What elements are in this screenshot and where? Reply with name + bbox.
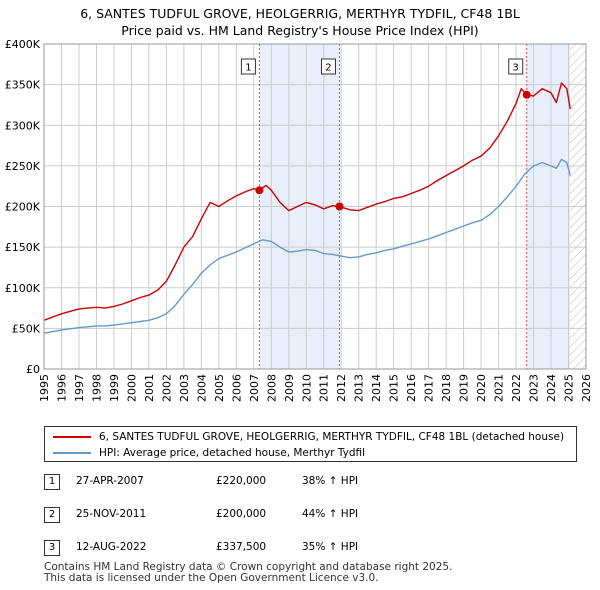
- x-tick-label: 2025: [563, 374, 576, 402]
- sale-price: £220,000: [216, 475, 267, 487]
- legend-item-property: 6, SANTES TUDFUL GROVE, HEOLGERRIG, MERT…: [53, 429, 564, 445]
- sale-marker-number: 3: [513, 63, 519, 74]
- x-tick-label: 2026: [580, 374, 593, 402]
- sale-row: 3 12-AUG-2022 £337,500 35% ↑ HPI: [44, 540, 544, 560]
- plot-frame: [43, 43, 587, 370]
- x-tick-label: 2013: [353, 374, 366, 402]
- license-line: This data is licensed under the Open Gov…: [44, 572, 379, 584]
- sale-marker-box: [240, 58, 256, 75]
- sale-date: 12-AUG-2022: [76, 541, 147, 553]
- sale-point: [335, 202, 344, 211]
- sale-point: [255, 186, 264, 195]
- sale-hpi-change: 44% ↑ HPI: [302, 508, 359, 520]
- sale-price: £200,000: [216, 508, 267, 520]
- x-tick-label: 1995: [38, 374, 51, 402]
- sale-row: 1 27-APR-2007 £220,000 38% ↑ HPI: [44, 474, 544, 494]
- x-tick-label: 2002: [160, 374, 173, 402]
- sale-date: 25-NOV-2011: [76, 508, 147, 520]
- x-tick-label: 2011: [318, 374, 331, 402]
- x-tick-label: 2014: [370, 374, 383, 402]
- x-tick-label: 2022: [510, 374, 523, 402]
- footer: Contains HM Land Registry data © Crown c…: [44, 562, 452, 584]
- y-tick-label: £350K: [5, 79, 41, 92]
- x-tick-label: 2018: [440, 374, 453, 402]
- hpi-line: [43, 158, 571, 334]
- sale-number-badge: 3: [44, 540, 60, 556]
- copyright-line: Contains HM Land Registry data © Crown c…: [44, 561, 453, 573]
- x-tick-label: 2006: [230, 374, 243, 402]
- sale-date: 27-APR-2007: [76, 475, 144, 487]
- x-tick-label: 2003: [178, 374, 191, 402]
- x-tick-label: 2023: [528, 374, 541, 402]
- y-tick-label: £400K: [5, 38, 41, 51]
- sale-marker-box: [320, 58, 336, 75]
- legend-item-hpi: HPI: Average price, detached house, Mert…: [53, 445, 365, 461]
- x-tick-label: 1998: [90, 374, 103, 402]
- x-tick-label: 2009: [283, 374, 296, 402]
- sale-marker-number: 1: [245, 63, 251, 74]
- sale-number-badge: 1: [44, 474, 60, 490]
- property-price-line: [43, 82, 571, 321]
- y-tick-label: £100K: [5, 282, 41, 295]
- x-tick-label: 2010: [300, 374, 313, 402]
- y-tick-label: £0: [26, 363, 40, 376]
- y-tick-label: £50K: [12, 322, 41, 335]
- x-tick-label: 2016: [405, 374, 418, 402]
- title-line-1: 6, SANTES TUDFUL GROVE, HEOLGERRIG, MERT…: [80, 6, 520, 21]
- x-tick-label: 2001: [143, 374, 156, 402]
- sale-marker-number: 2: [325, 63, 331, 74]
- x-tick-label: 2008: [265, 374, 278, 402]
- x-tick-label: 2015: [388, 374, 401, 402]
- y-tick-label: £300K: [5, 119, 41, 132]
- x-tick-label: 2021: [493, 374, 506, 402]
- x-tick-label: 2005: [213, 374, 226, 402]
- legend-hpi-label: HPI: Average price, detached house, Mert…: [99, 447, 366, 459]
- x-tick-label: 2020: [475, 374, 488, 402]
- y-tick-label: £150K: [5, 241, 41, 254]
- x-tick-label: 1996: [55, 374, 68, 402]
- x-tick-label: 2004: [195, 374, 208, 402]
- x-tick-label: 2024: [545, 374, 558, 402]
- sale-hpi-change: 35% ↑ HPI: [302, 541, 359, 553]
- y-tick-label: £200K: [5, 201, 41, 214]
- sale-number-badge: 2: [44, 507, 60, 523]
- sale-marker-box: [508, 58, 524, 75]
- sale-hpi-change: 38% ↑ HPI: [302, 475, 359, 487]
- x-tick-label: 2017: [423, 374, 436, 402]
- hpi-line-swatch: [53, 452, 91, 454]
- legend-property-label: 6, SANTES TUDFUL GROVE, HEOLGERRIG, MERT…: [99, 431, 565, 443]
- x-tick-label: 2012: [335, 374, 348, 402]
- title-line-2: Price paid vs. HM Land Registry's House …: [121, 23, 479, 38]
- x-tick-label: 2000: [125, 374, 138, 402]
- chart-title: 6, SANTES TUDFUL GROVE, HEOLGERRIG, MERT…: [0, 5, 600, 39]
- property-line-swatch: [53, 436, 91, 438]
- x-tick-label: 2007: [248, 374, 261, 402]
- x-tick-label: 2019: [458, 374, 471, 402]
- sale-row: 2 25-NOV-2011 £200,000 44% ↑ HPI: [44, 507, 544, 527]
- sale-point: [522, 90, 531, 99]
- sale-price: £337,500: [216, 541, 267, 553]
- price-chart: 1 2 3 £0 £50K £100K £150K £200K £250K £300K £350K…: [5, 38, 593, 402]
- x-tick-label: 1997: [73, 374, 86, 402]
- x-tick-label: 1999: [108, 374, 121, 402]
- legend: 6, SANTES TUDFUL GROVE, HEOLGERRIG, MERT…: [44, 426, 577, 462]
- y-tick-label: £250K: [5, 160, 41, 173]
